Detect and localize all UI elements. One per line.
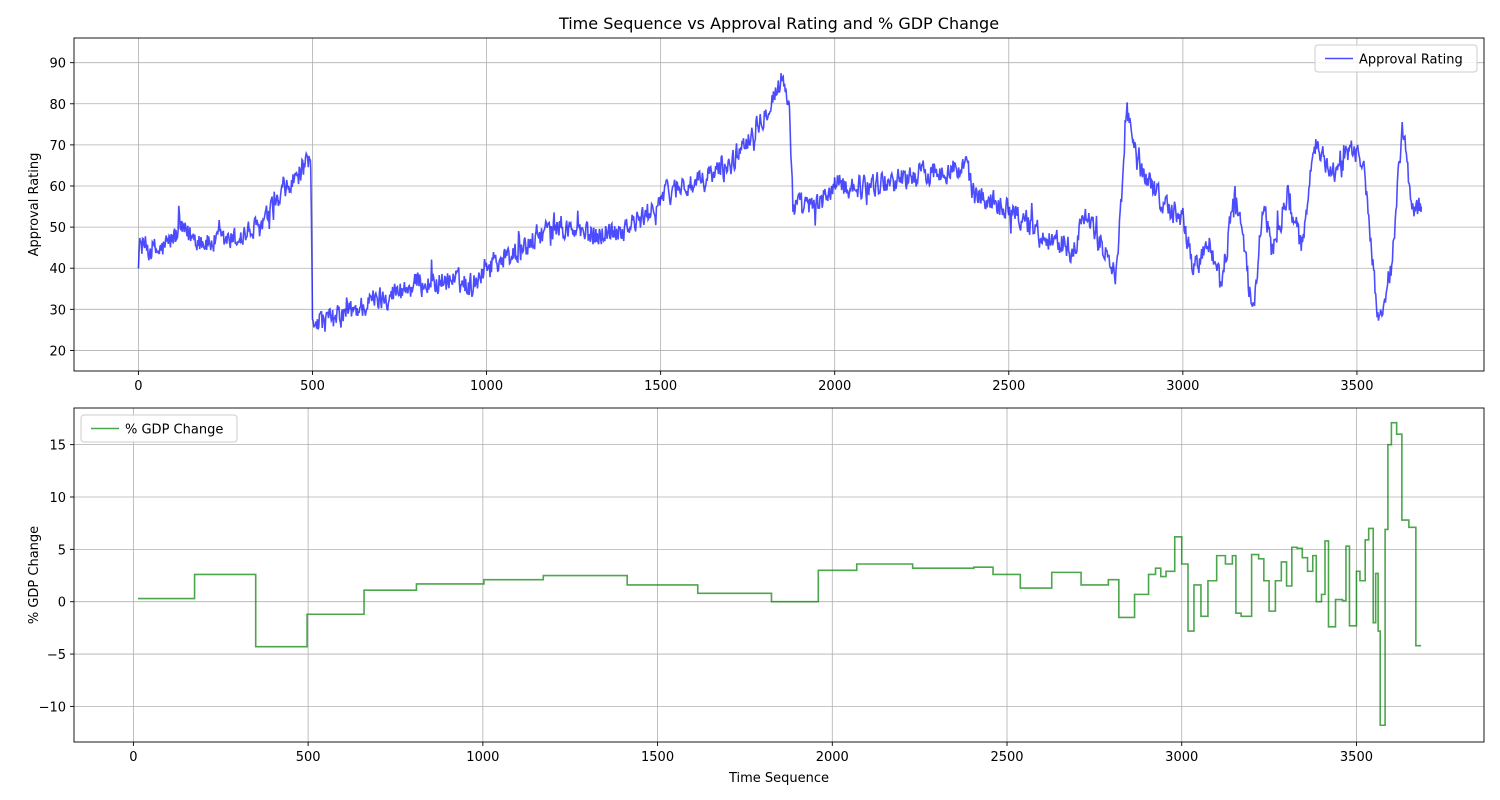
x-tick-label: 0 — [129, 750, 137, 765]
x-tick-label: 1500 — [641, 750, 674, 765]
axes-frame — [73, 37, 1485, 372]
y-tick-label: 80 — [49, 98, 66, 113]
y-tick-label: −10 — [39, 700, 66, 715]
series-line — [137, 73, 1423, 332]
y-tick-label: 15 — [49, 439, 66, 454]
legend-label: % GDP Change — [125, 423, 223, 438]
y-tick-label: 90 — [49, 57, 66, 72]
x-tick-label: 3500 — [1340, 750, 1373, 765]
y-tick-label: 60 — [49, 180, 66, 195]
y-tick-label: 5 — [58, 543, 66, 558]
x-tick-label: 2500 — [992, 379, 1025, 394]
y-tick-label: 20 — [49, 344, 66, 359]
figure-title: Time Sequence vs Approval Rating and % G… — [558, 14, 999, 33]
legend: % GDP Change — [80, 414, 238, 443]
legend-label: Approval Rating — [1359, 53, 1463, 68]
legend: Approval Rating — [1314, 44, 1478, 73]
x-tick-label: 3500 — [1340, 379, 1373, 394]
x-tick-label: 0 — [134, 379, 142, 394]
x-tick-label: 500 — [300, 379, 325, 394]
x-tick-label: 1000 — [466, 750, 499, 765]
x-tick-label: 2000 — [816, 750, 849, 765]
x-tick-label: 3000 — [1166, 379, 1199, 394]
x-tick-label: 3000 — [1165, 750, 1198, 765]
x-tick-label: 2000 — [818, 379, 851, 394]
y-tick-label: 70 — [49, 139, 66, 154]
legend-box — [80, 414, 238, 443]
x-axis-label: Time Sequence — [728, 771, 829, 786]
axes-frame — [73, 407, 1485, 743]
x-tick-label: 1000 — [470, 379, 503, 394]
y-tick-label: 10 — [49, 491, 66, 506]
approval-rating-chart: 0 500 1000 1500 2000 2500 3000 3500 20 30 40 50 60 70… — [27, 37, 1485, 394]
y-tick-label: 50 — [49, 221, 66, 236]
y-tick-label: 40 — [49, 262, 66, 277]
y-tick-label: 0 — [58, 596, 66, 611]
gdp-change-chart: 0 500 1000 1500 2000 2500 3000 3500 −10 −5 0 5 10 15%… — [27, 407, 1485, 786]
y-axis-label: % GDP Change — [27, 526, 42, 624]
x-tick-label: 500 — [296, 750, 321, 765]
y-axis-label: Approval Rating — [27, 153, 42, 257]
x-tick-label: 2500 — [990, 750, 1023, 765]
y-tick-label: −5 — [47, 648, 66, 663]
x-tick-label: 1500 — [644, 379, 677, 394]
series-line — [137, 421, 1422, 727]
legend-box — [1314, 44, 1478, 73]
y-tick-label: 30 — [49, 303, 66, 318]
